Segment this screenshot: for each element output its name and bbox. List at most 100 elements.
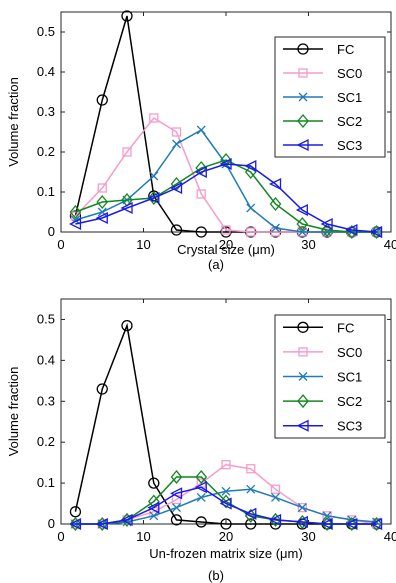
legend-item-sc1: SC1 — [283, 90, 362, 105]
y-tick-label: 0.3 — [37, 393, 55, 408]
legend-item-sc0: SC0 — [283, 345, 362, 360]
x-tick-label: 10 — [136, 237, 150, 252]
data-point — [196, 125, 206, 135]
data-point — [244, 508, 257, 523]
data-point — [172, 503, 181, 513]
data-point — [221, 460, 231, 470]
legend: FC SC0 SC1 SC2 SC3 — [274, 314, 386, 439]
legend-item-sc0: SC0 — [283, 66, 362, 81]
data-point — [170, 487, 183, 500]
data-point — [68, 217, 82, 231]
data-point — [220, 518, 232, 530]
x-tick-label: 40 — [384, 237, 396, 252]
legend-item-sc2: SC2 — [283, 113, 362, 129]
panel-label: (b) — [208, 568, 224, 583]
data-point — [120, 201, 133, 215]
y-tick-label: 0.2 — [37, 434, 55, 449]
data-point — [297, 227, 307, 237]
data-point — [147, 191, 160, 205]
data-point — [269, 177, 282, 191]
data-point — [320, 217, 333, 231]
legend-label: SC0 — [337, 345, 362, 360]
data-point — [220, 226, 232, 238]
x-tick-label: 30 — [301, 529, 315, 544]
data-point — [345, 223, 358, 237]
data-point — [95, 517, 108, 531]
data-point — [120, 513, 133, 526]
series-sc3 — [68, 157, 383, 239]
x-axis-label: Crystal size (μm) — [177, 242, 275, 257]
data-point — [149, 171, 159, 181]
data-point — [245, 518, 257, 530]
data-point — [269, 196, 282, 212]
data-point — [170, 224, 183, 236]
chart-panel-b: 0 0.1 0.2 0.3 0.4 0.5 0 10 20 30 40 Un-frozen matri… — [6, 298, 396, 583]
data-point — [149, 113, 159, 123]
data-point — [244, 159, 257, 173]
legend-label: SC2 — [337, 394, 362, 409]
x-tick-label: 0 — [57, 529, 64, 544]
legend-label: FC — [337, 42, 354, 57]
x-tick-label: 30 — [301, 237, 315, 252]
data-point — [170, 469, 183, 484]
data-point — [171, 127, 182, 137]
data-point — [170, 181, 183, 195]
data-point — [96, 94, 108, 106]
legend-marker — [298, 68, 308, 78]
data-point — [246, 203, 256, 213]
x-tick-label: 20 — [219, 237, 233, 252]
data-point — [69, 204, 82, 220]
panel-label: (a) — [208, 257, 224, 272]
data-point — [219, 157, 232, 171]
legend-label: SC2 — [337, 114, 362, 129]
y-tick-label: 0 — [48, 516, 55, 531]
data-point — [195, 516, 207, 528]
data-point — [271, 492, 280, 502]
chart-panel-a: 0 0.1 0.2 0.3 0.4 0.5 0 10 20 30 40 Crystal size (μ… — [6, 10, 396, 272]
data-point — [320, 517, 333, 531]
data-point — [370, 517, 383, 531]
data-point — [269, 513, 282, 526]
y-tick-label: 0.5 — [37, 24, 55, 39]
legend-item-sc3: SC3 — [283, 138, 362, 153]
data-point — [322, 511, 332, 521]
legend-label: FC — [337, 320, 354, 335]
data-point — [69, 506, 82, 518]
data-point — [321, 516, 333, 532]
data-point — [122, 147, 132, 157]
data-point — [97, 183, 107, 193]
data-point — [296, 216, 309, 232]
legend-item-fc: FC — [283, 320, 354, 335]
data-point — [148, 477, 160, 489]
legend-item-fc: FC — [283, 42, 354, 57]
data-point — [196, 492, 206, 502]
data-point — [96, 383, 108, 395]
data-point — [297, 503, 307, 513]
data-point — [221, 486, 231, 496]
y-tick-label: 0.1 — [37, 184, 55, 199]
y-tick-label: 0.5 — [37, 311, 55, 326]
legend-marker — [298, 347, 308, 357]
x-tick-label: 20 — [219, 529, 233, 544]
data-point — [194, 165, 207, 179]
legend-marker — [297, 394, 309, 409]
series-line — [75, 159, 377, 233]
data-point — [269, 512, 282, 527]
x-tick-label: 40 — [384, 529, 396, 544]
data-point — [195, 226, 207, 238]
x-tick-label: 10 — [136, 529, 150, 544]
y-axis-label: Volume fraction — [6, 77, 21, 167]
data-point — [68, 517, 82, 531]
data-point — [96, 516, 109, 532]
data-point — [195, 469, 208, 484]
legend-marker — [296, 138, 309, 152]
data-point — [296, 514, 309, 529]
data-point — [246, 464, 256, 474]
legend-item-sc2: SC2 — [283, 394, 362, 409]
legend-item-sc1: SC1 — [283, 370, 362, 385]
data-point — [172, 139, 181, 149]
data-point — [219, 497, 232, 510]
y-tick-label: 0 — [48, 224, 55, 239]
series-sc3 — [68, 481, 383, 531]
